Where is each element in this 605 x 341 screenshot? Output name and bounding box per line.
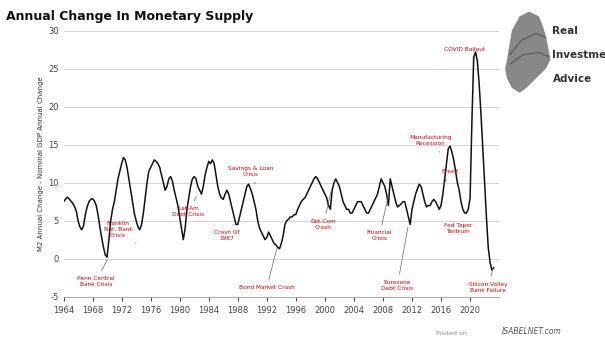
- Text: Financial
Crisis: Financial Crisis: [367, 197, 392, 241]
- Text: Bond Market Crash: Bond Market Crash: [239, 248, 295, 290]
- Text: Lat-Am
Debt Crisis: Lat-Am Debt Crisis: [172, 196, 204, 217]
- Text: ISABELNET.com: ISABELNET.com: [502, 327, 562, 336]
- Text: Manufacturing
Recession: Manufacturing Recession: [409, 135, 451, 152]
- Text: Savings & Loan
Crisis: Savings & Loan Crisis: [228, 166, 273, 184]
- Polygon shape: [505, 12, 551, 93]
- Text: Penn Central
Bank Crisis: Penn Central Bank Crisis: [77, 260, 115, 287]
- Y-axis label: M2 Annual Change - Nominal GDP Annual Change: M2 Annual Change - Nominal GDP Annual Ch…: [38, 76, 44, 251]
- Text: Real: Real: [552, 26, 578, 36]
- Text: Investment: Investment: [552, 50, 605, 60]
- Text: Advice: Advice: [552, 74, 592, 84]
- Text: Crash Of
1987: Crash Of 1987: [214, 224, 240, 241]
- Text: Eurozone
Debt Crisis: Eurozone Debt Crisis: [381, 227, 414, 291]
- Text: Brexit: Brexit: [441, 169, 459, 184]
- Text: Annual Change In Monetary Supply: Annual Change In Monetary Supply: [6, 10, 253, 23]
- Text: COVID Bailout: COVID Bailout: [443, 47, 485, 55]
- Text: Silicon Valley
Bank Failure: Silicon Valley Bank Failure: [469, 269, 508, 293]
- Text: Franklin
Nat. Bank
Crisis: Franklin Nat. Bank Crisis: [103, 221, 136, 243]
- Text: Dot.Com
Crash: Dot.Com Crash: [310, 189, 336, 230]
- Text: Posted on: Posted on: [436, 331, 466, 336]
- Text: Fed Taper
Tantrum: Fed Taper Tantrum: [443, 223, 472, 234]
